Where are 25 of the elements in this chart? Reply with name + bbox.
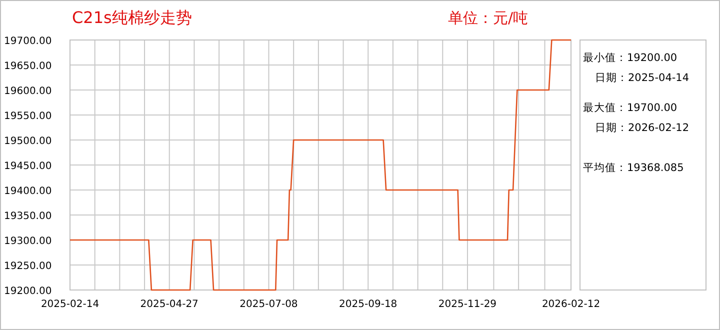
- x-tick-label: 2025-04-27: [140, 299, 198, 310]
- line-series: [69, 39, 572, 291]
- y-tick-label: 19550.00: [4, 111, 52, 122]
- x-tick-label: 2025-07-08: [240, 299, 298, 310]
- chart-title: C21s纯棉纱走势: [72, 8, 192, 27]
- y-tick-label: 19300.00: [4, 236, 52, 247]
- y-tick-label: 19350.00: [4, 211, 52, 222]
- text: 最小值：19200.00: [583, 51, 678, 64]
- x-tick-label: 2025-11-29: [438, 299, 497, 310]
- x-tick-label: 2026-02-12: [542, 299, 600, 310]
- y-tick-label: 19650.00: [4, 61, 52, 72]
- text: 日期：2025-04-14: [595, 72, 690, 84]
- x-tick-label: 2025-09-18: [339, 299, 398, 310]
- text: 最大值：19700.00: [583, 101, 678, 114]
- y-tick-label: 19600.00: [4, 86, 52, 97]
- y-tick-label: 19400.00: [4, 186, 52, 197]
- text: 平均值：19368.085: [583, 162, 684, 174]
- text: 日期：2026-02-12: [595, 122, 690, 134]
- y-tick-label: 19200.00: [4, 286, 52, 297]
- y-tick-label: 19250.00: [4, 261, 52, 272]
- y-tick-label: 19700.00: [4, 36, 52, 47]
- y-tick-label: 19450.00: [4, 161, 52, 172]
- y-tick-label: 19500.00: [4, 136, 52, 147]
- chart-subtitle: 单位：元/吨: [448, 9, 528, 27]
- x-tick-label: 2025-02-14: [40, 299, 100, 310]
